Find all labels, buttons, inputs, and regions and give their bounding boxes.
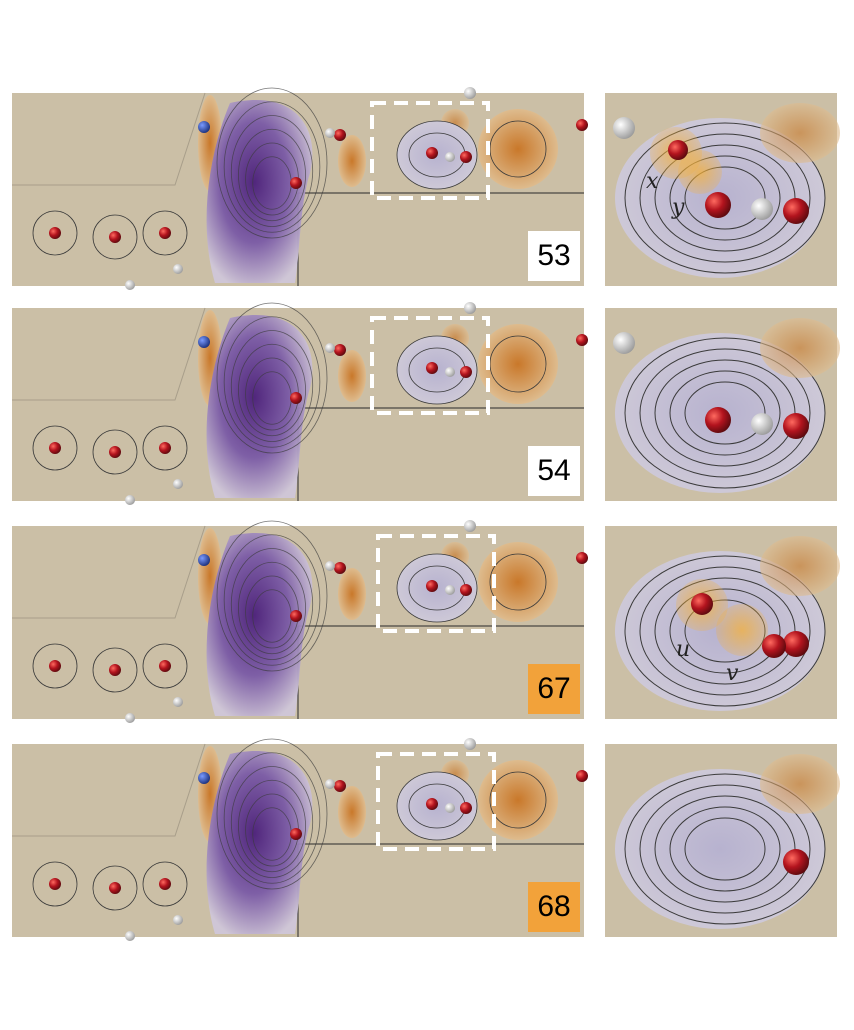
frame-68-label: 68 [528, 882, 580, 932]
frame-53-inset-panel [605, 93, 837, 286]
frame-53-main-panel [12, 93, 584, 286]
frame-54-main-panel [12, 308, 584, 501]
frame-67-inset-panel [605, 526, 837, 719]
frame-67-main-panel [12, 526, 584, 719]
frame-68-main-panel [12, 744, 584, 937]
frame-54-label: 54 [528, 446, 580, 496]
frame-67-label: 67 [528, 664, 580, 714]
frame-68-inset-panel [605, 744, 837, 937]
frame-53-label: 53 [528, 231, 580, 281]
frame-54-inset-panel [605, 308, 837, 501]
